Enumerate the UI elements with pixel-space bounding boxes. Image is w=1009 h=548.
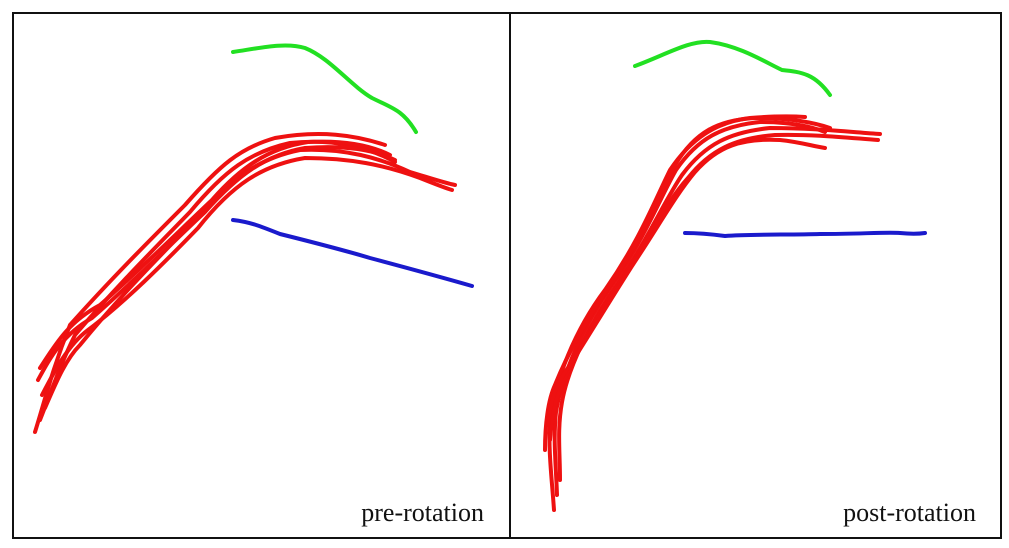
panel-pre-rotation: pre-rotation	[12, 12, 511, 539]
panel-frame	[509, 12, 1002, 539]
red-fiber	[33, 132, 387, 434]
red-fiber	[552, 119, 827, 497]
red-fiber-bundle	[543, 114, 882, 512]
red-fiber	[38, 139, 392, 370]
blue-curve	[231, 218, 474, 288]
panel-post-rotation: post-rotation	[509, 12, 1002, 539]
green-curve	[633, 39, 832, 97]
panel-label-pre-rotation: pre-rotation	[361, 498, 484, 527]
red-fiber-bundle	[33, 132, 457, 434]
blue-curve	[683, 230, 927, 239]
red-fiber	[548, 132, 880, 442]
red-fiber	[36, 145, 397, 382]
red-fiber	[546, 137, 827, 427]
red-fiber	[557, 125, 882, 482]
red-fiber	[40, 155, 454, 397]
panel-label-post-rotation: post-rotation	[843, 498, 976, 527]
red-fiber	[543, 115, 832, 452]
green-curve	[231, 43, 418, 134]
